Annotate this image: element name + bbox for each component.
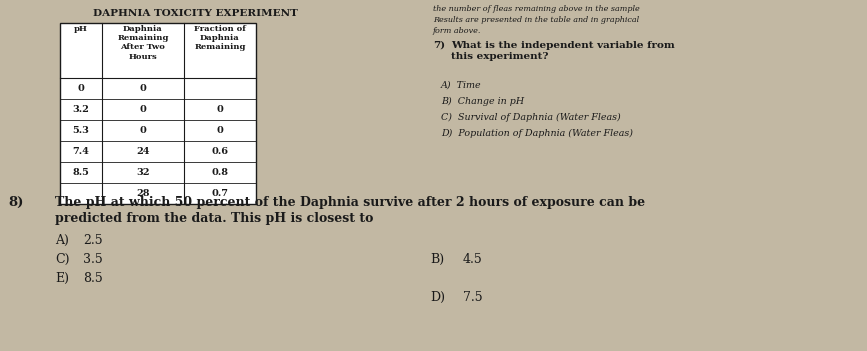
Text: Fraction of
Daphnia
Remaining: Fraction of Daphnia Remaining xyxy=(194,25,246,51)
Text: What is the independent variable from
this experiment?: What is the independent variable from th… xyxy=(451,41,675,61)
Text: D): D) xyxy=(430,291,445,304)
Text: 0: 0 xyxy=(77,84,84,93)
Text: 32: 32 xyxy=(136,168,150,177)
Text: the number of fleas remaining above in the sample: the number of fleas remaining above in t… xyxy=(433,5,640,13)
Text: 5.3: 5.3 xyxy=(73,126,89,135)
Text: E): E) xyxy=(55,272,69,285)
Text: The pH at which 50 percent of the Daphnia survive after 2 hours of exposure can : The pH at which 50 percent of the Daphni… xyxy=(55,196,645,209)
Text: predicted from the data. This pH is closest to: predicted from the data. This pH is clos… xyxy=(55,212,374,225)
Text: 0: 0 xyxy=(217,126,224,135)
Text: 7): 7) xyxy=(433,41,445,50)
Text: form above.: form above. xyxy=(433,27,481,35)
Text: 0.7: 0.7 xyxy=(212,189,229,198)
Text: 0: 0 xyxy=(217,105,224,114)
Text: Daphnia
Remaining
After Two
Hours: Daphnia Remaining After Two Hours xyxy=(117,25,169,61)
Text: B): B) xyxy=(430,253,444,266)
Text: 0: 0 xyxy=(140,105,147,114)
Text: A): A) xyxy=(55,234,68,247)
Text: 8.5: 8.5 xyxy=(83,272,103,285)
Text: 2.5: 2.5 xyxy=(83,234,102,247)
Text: 8): 8) xyxy=(8,196,23,209)
Text: 0: 0 xyxy=(140,126,147,135)
Text: C): C) xyxy=(55,253,69,266)
Text: DAPHNIA TOXICITY EXPERIMENT: DAPHNIA TOXICITY EXPERIMENT xyxy=(93,9,297,18)
Text: 7.5: 7.5 xyxy=(463,291,483,304)
Text: Results are presented in the table and in graphical: Results are presented in the table and i… xyxy=(433,16,639,24)
Text: 0.8: 0.8 xyxy=(212,168,229,177)
Text: pH: pH xyxy=(74,25,88,33)
Text: A)  Time: A) Time xyxy=(441,81,482,90)
Text: 28: 28 xyxy=(136,189,150,198)
Text: 0: 0 xyxy=(140,84,147,93)
Text: D)  Population of Daphnia (Water Fleas): D) Population of Daphnia (Water Fleas) xyxy=(441,129,633,138)
Text: 7.4: 7.4 xyxy=(73,147,89,156)
Text: 8.5: 8.5 xyxy=(73,168,89,177)
Text: 4.5: 4.5 xyxy=(463,253,483,266)
Text: 3.5: 3.5 xyxy=(83,253,103,266)
Text: 24: 24 xyxy=(136,147,150,156)
Text: C)  Survival of Daphnia (Water Fleas): C) Survival of Daphnia (Water Fleas) xyxy=(441,113,621,122)
Text: 3.2: 3.2 xyxy=(73,105,89,114)
Bar xyxy=(60,23,256,204)
Text: B)  Change in pH: B) Change in pH xyxy=(441,97,525,106)
Text: 0.6: 0.6 xyxy=(212,147,229,156)
